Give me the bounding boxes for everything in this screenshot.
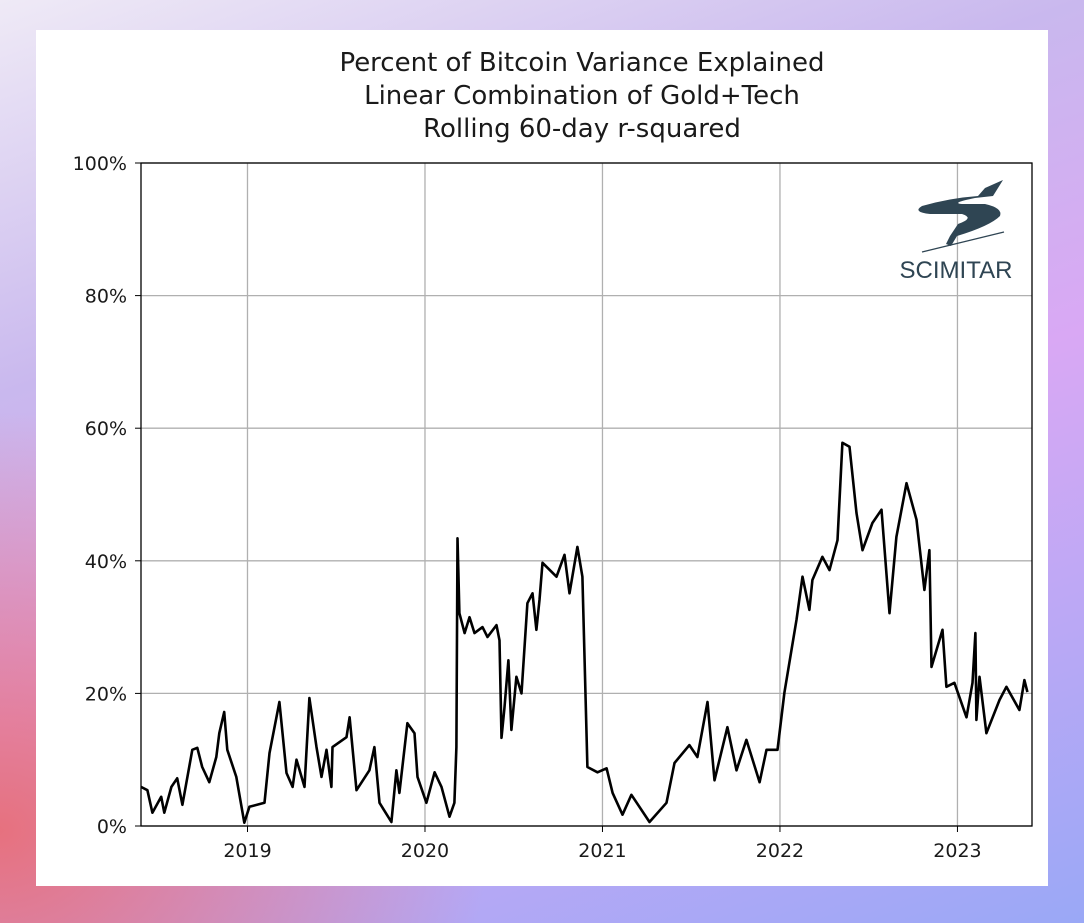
x-tick-label: 2021	[578, 840, 626, 862]
y-tick-label: 0%	[97, 816, 127, 838]
x-tick-label: 2023	[933, 840, 981, 862]
plot-frame	[140, 162, 1033, 827]
chart-title-line-1: Percent of Bitcoin Variance Explained	[339, 48, 824, 78]
y-tick-label: 60%	[85, 418, 127, 440]
chart-title-line-3: Rolling 60-day r-squared	[423, 114, 741, 144]
chart-title-line-2: Linear Combination of Gold+Tech	[364, 81, 800, 111]
logo-text: SCIMITAR	[900, 257, 1013, 284]
x-tick-label: 2019	[223, 840, 271, 862]
y-tick-label: 20%	[85, 683, 127, 705]
scimitar-logo-icon: SCIMITAR	[900, 180, 1013, 284]
chart-card	[36, 30, 1048, 886]
x-tick-label: 2020	[401, 840, 449, 862]
x-tick-label: 2022	[756, 840, 804, 862]
series-line-r-squared	[140, 441, 1029, 824]
axis-ticks: 2019 2020 2021 2022 2023 0% 20% 40% 60% 80% 100%	[73, 153, 982, 862]
y-tick-label: 40%	[85, 551, 127, 573]
y-tick-label: 80%	[85, 286, 127, 308]
y-tick-label: 100%	[73, 153, 127, 175]
